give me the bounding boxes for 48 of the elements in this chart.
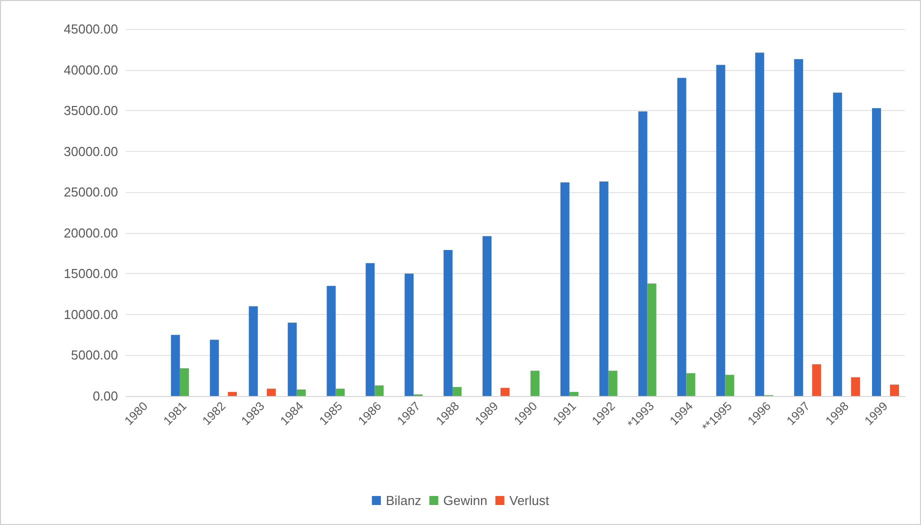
bar bbox=[794, 59, 804, 396]
bar bbox=[569, 392, 578, 396]
y-tick-label: 30000.00 bbox=[64, 144, 118, 159]
bar bbox=[530, 370, 540, 396]
bar bbox=[872, 108, 882, 396]
legend-label: Verlust bbox=[509, 493, 550, 508]
bar bbox=[248, 306, 258, 396]
y-tick-label: 25000.00 bbox=[64, 184, 118, 200]
bar bbox=[851, 377, 860, 396]
y-tick-label: 35000.00 bbox=[64, 103, 118, 118]
y-tick-label: 20000.00 bbox=[64, 225, 118, 240]
bar bbox=[677, 78, 686, 396]
bar bbox=[755, 52, 764, 396]
bar bbox=[336, 388, 345, 396]
y-tick-label: 45000.00 bbox=[64, 22, 118, 36]
bar bbox=[180, 368, 189, 396]
bar bbox=[716, 64, 726, 396]
bar bbox=[608, 370, 618, 396]
y-tick-label: 15000.00 bbox=[64, 266, 118, 282]
bar bbox=[266, 388, 276, 396]
bar bbox=[404, 274, 414, 396]
bar bbox=[833, 92, 842, 396]
y-tick-label: 10000.00 bbox=[64, 306, 118, 322]
bar bbox=[452, 387, 462, 396]
bar bbox=[686, 373, 696, 396]
legend-label: Bilanz bbox=[386, 493, 422, 508]
bar bbox=[638, 111, 648, 396]
legend-label: Gewinn bbox=[443, 493, 488, 508]
bar bbox=[599, 182, 608, 396]
bar bbox=[560, 182, 570, 396]
bar bbox=[725, 374, 734, 396]
bar bbox=[374, 385, 384, 396]
bar bbox=[210, 340, 219, 396]
bar bbox=[812, 364, 822, 396]
bar bbox=[647, 283, 656, 396]
bar bbox=[482, 236, 492, 396]
bar bbox=[296, 389, 306, 396]
bar bbox=[890, 384, 900, 396]
bar bbox=[170, 334, 180, 396]
y-tick-label: 5000.00 bbox=[71, 348, 118, 363]
bar bbox=[366, 263, 375, 396]
bar bbox=[500, 388, 510, 396]
y-tick-label: 0.00 bbox=[92, 388, 118, 404]
bar bbox=[228, 392, 237, 396]
bar bbox=[444, 250, 453, 396]
y-tick-label: 40000.00 bbox=[64, 62, 118, 78]
bar bbox=[288, 322, 297, 396]
bar bbox=[326, 286, 336, 396]
